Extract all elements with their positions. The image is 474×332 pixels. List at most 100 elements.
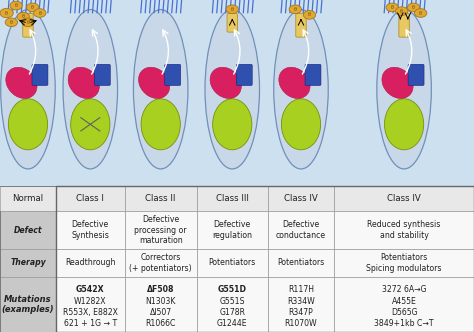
Text: N1303K: N1303K	[146, 296, 176, 306]
Ellipse shape	[0, 10, 55, 169]
Ellipse shape	[63, 10, 118, 169]
Text: Potentiators: Potentiators	[209, 259, 256, 268]
Circle shape	[226, 5, 238, 14]
Bar	[197, 277, 268, 332]
Text: Readthrough: Readthrough	[65, 259, 116, 268]
Text: θ: θ	[231, 7, 234, 12]
Circle shape	[34, 9, 46, 17]
Text: Mutations
(examples): Mutations (examples)	[1, 295, 55, 314]
Bar	[0, 186, 56, 211]
Ellipse shape	[274, 10, 328, 169]
Text: W1282X: W1282X	[74, 296, 107, 306]
Ellipse shape	[6, 67, 37, 99]
Text: Class IV: Class IV	[387, 194, 421, 203]
Text: A455E: A455E	[392, 296, 417, 306]
Ellipse shape	[133, 10, 188, 169]
Text: R1066C: R1066C	[146, 319, 176, 328]
Text: Class II: Class II	[146, 194, 176, 203]
Text: Defective
processing or
maturation: Defective processing or maturation	[135, 215, 187, 245]
Circle shape	[414, 9, 427, 17]
Bar	[268, 211, 334, 249]
Circle shape	[22, 18, 34, 27]
Text: Defective
conductance: Defective conductance	[276, 220, 326, 240]
FancyBboxPatch shape	[227, 14, 237, 32]
Circle shape	[10, 1, 22, 10]
Ellipse shape	[377, 10, 431, 169]
Text: θ: θ	[5, 11, 8, 16]
Text: θ: θ	[400, 9, 403, 14]
Text: 3849+1kb C→T: 3849+1kb C→T	[374, 319, 434, 328]
Text: θ: θ	[419, 11, 422, 16]
Text: θ: θ	[38, 11, 41, 16]
Text: 621 + 1G → T: 621 + 1G → T	[64, 319, 117, 328]
Text: θ: θ	[412, 5, 415, 10]
FancyBboxPatch shape	[32, 64, 48, 85]
Bar	[197, 211, 268, 249]
Text: R334W: R334W	[287, 296, 315, 306]
Text: ΔI507: ΔI507	[150, 308, 172, 317]
Bar	[334, 249, 474, 277]
Text: θ: θ	[294, 7, 297, 12]
Bar	[56, 186, 125, 211]
Text: Therapy: Therapy	[10, 259, 46, 268]
FancyBboxPatch shape	[408, 64, 424, 85]
Text: Defective
regulation: Defective regulation	[212, 220, 252, 240]
Bar	[0, 249, 56, 277]
Bar	[125, 277, 197, 332]
Bar	[56, 186, 474, 332]
Text: Normal: Normal	[12, 194, 44, 203]
Ellipse shape	[68, 67, 100, 99]
Bar	[56, 277, 125, 332]
Bar	[0, 211, 56, 249]
Ellipse shape	[213, 99, 252, 150]
Ellipse shape	[141, 99, 180, 150]
Text: 3272 6A→G: 3272 6A→G	[382, 285, 426, 294]
Ellipse shape	[279, 67, 310, 99]
Circle shape	[0, 8, 13, 18]
Text: Correctors
(+ potentiators): Correctors (+ potentiators)	[129, 253, 192, 273]
Ellipse shape	[9, 99, 47, 150]
Text: G1244E: G1244E	[217, 319, 247, 328]
Bar	[125, 249, 197, 277]
Bar	[268, 249, 334, 277]
Bar	[56, 211, 125, 249]
Text: Potentiators
Spicing modulators: Potentiators Spicing modulators	[366, 253, 442, 273]
Text: D565G: D565G	[391, 308, 417, 317]
Text: θ: θ	[22, 14, 25, 19]
Ellipse shape	[205, 10, 259, 169]
Ellipse shape	[71, 99, 110, 150]
Ellipse shape	[384, 99, 424, 150]
Bar	[268, 277, 334, 332]
FancyBboxPatch shape	[23, 14, 33, 37]
Text: G542X: G542X	[76, 285, 105, 294]
Ellipse shape	[282, 99, 320, 150]
Text: R553X, E882X: R553X, E882X	[63, 308, 118, 317]
Bar	[334, 211, 474, 249]
Bar	[56, 249, 125, 277]
FancyBboxPatch shape	[94, 64, 110, 85]
Circle shape	[395, 7, 408, 16]
Ellipse shape	[210, 67, 241, 99]
Text: θ: θ	[27, 20, 29, 25]
Text: θ: θ	[31, 5, 34, 10]
Text: Defect: Defect	[14, 226, 42, 235]
Circle shape	[27, 3, 39, 12]
Circle shape	[303, 11, 316, 19]
Text: θ: θ	[308, 12, 311, 17]
Text: G551D: G551D	[218, 285, 247, 294]
Ellipse shape	[382, 67, 413, 99]
Text: R1070W: R1070W	[285, 319, 317, 328]
FancyBboxPatch shape	[296, 14, 306, 37]
Text: θ: θ	[15, 3, 18, 8]
Text: Potentiators: Potentiators	[277, 259, 325, 268]
Text: Defective
Synthesis: Defective Synthesis	[72, 220, 109, 240]
Bar	[125, 211, 197, 249]
FancyBboxPatch shape	[399, 14, 410, 37]
Circle shape	[407, 3, 419, 12]
Bar	[197, 249, 268, 277]
FancyBboxPatch shape	[164, 64, 181, 85]
Bar	[197, 186, 268, 211]
FancyBboxPatch shape	[236, 64, 252, 85]
Text: Class I: Class I	[76, 194, 104, 203]
Text: R347P: R347P	[289, 308, 313, 317]
